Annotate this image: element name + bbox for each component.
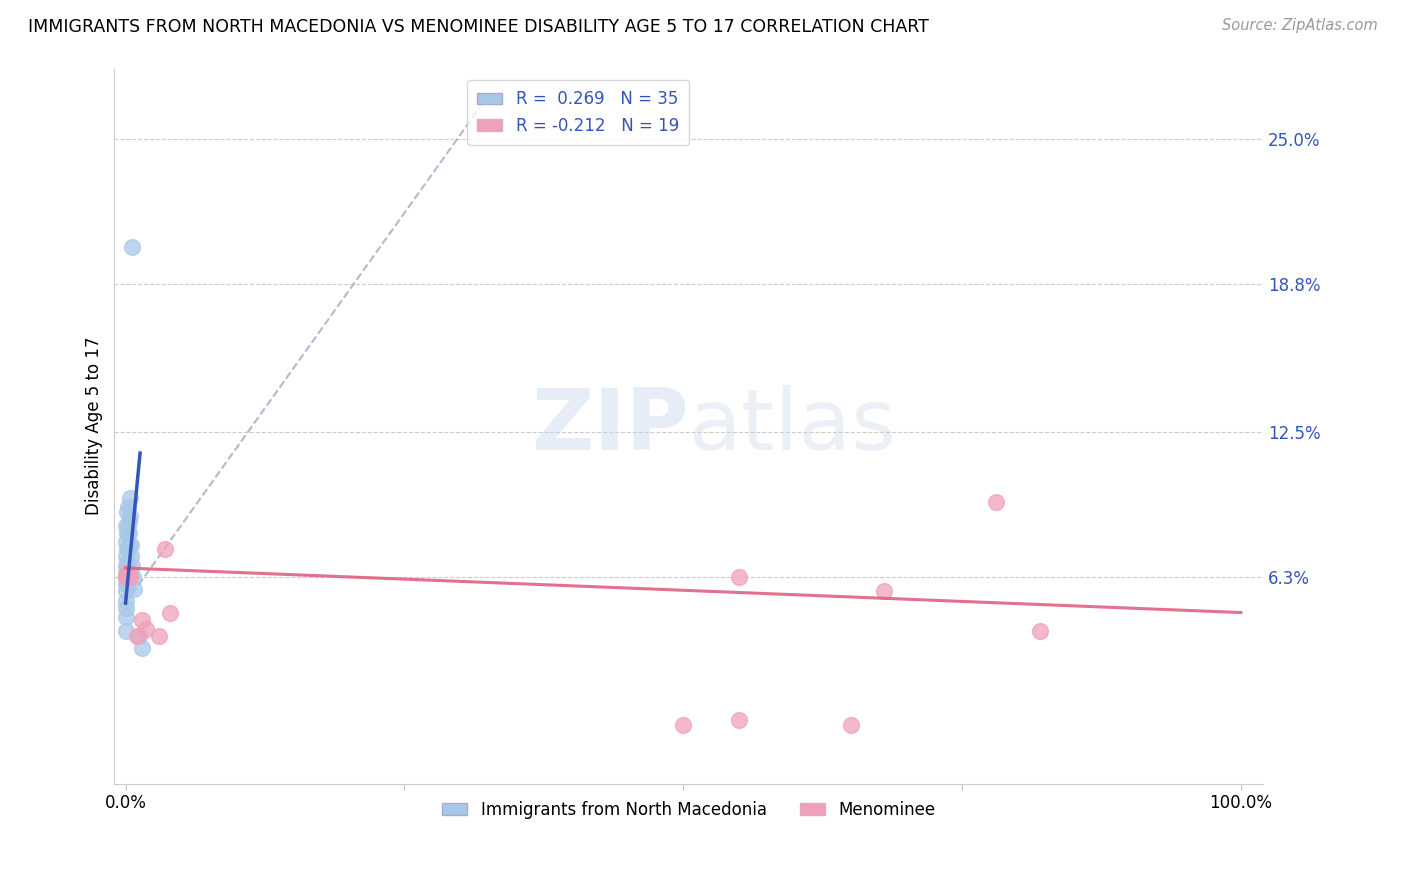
Point [124,582,146,596]
Point [984,495,1007,509]
Point [873,584,896,599]
Point [131,613,153,627]
Point [118,509,141,524]
Y-axis label: Disability Age 5 to 17: Disability Age 5 to 17 [86,337,103,516]
Point [114,535,136,549]
Point [159,606,181,620]
Point [118,566,141,580]
Point [115,542,138,557]
Point [148,629,170,643]
Point [115,566,138,580]
Point [117,570,139,584]
Point [131,640,153,655]
Point [114,624,136,639]
Point [728,714,751,728]
Point [839,718,862,732]
Point [118,491,141,505]
Point [121,240,143,254]
Point [114,566,136,580]
Point [114,594,136,608]
Point [114,577,136,591]
Point [728,570,751,584]
Point [114,558,136,573]
Point [118,525,141,540]
Point [1029,624,1052,639]
Point [115,566,138,580]
Point [114,570,136,584]
Point [115,525,138,540]
Point [121,558,143,573]
Point [125,629,148,643]
Text: ZIP: ZIP [531,384,689,467]
Point [115,505,138,519]
Point [114,584,136,599]
Point [118,537,141,551]
Point [153,542,176,557]
Point [114,518,136,533]
Point [117,518,139,533]
Legend: Immigrants from North Macedonia, Menominee: Immigrants from North Macedonia, Menomin… [436,794,942,825]
Text: Source: ZipAtlas.com: Source: ZipAtlas.com [1222,18,1378,33]
Point [115,557,138,571]
Point [128,629,150,643]
Point [118,514,141,528]
Point [672,718,695,732]
Point [118,570,141,584]
Point [117,500,139,514]
Point [135,622,157,636]
Point [114,600,136,615]
Point [122,570,145,584]
Point [117,557,139,571]
Point [114,570,136,584]
Point [114,610,136,624]
Point [114,549,136,564]
Text: atlas: atlas [689,384,897,467]
Point [120,537,142,551]
Point [117,542,139,557]
Text: IMMIGRANTS FROM NORTH MACEDONIA VS MENOMINEE DISABILITY AGE 5 TO 17 CORRELATION : IMMIGRANTS FROM NORTH MACEDONIA VS MENOM… [28,18,929,36]
Point [114,570,136,584]
Point [120,549,142,564]
Point [115,577,138,591]
